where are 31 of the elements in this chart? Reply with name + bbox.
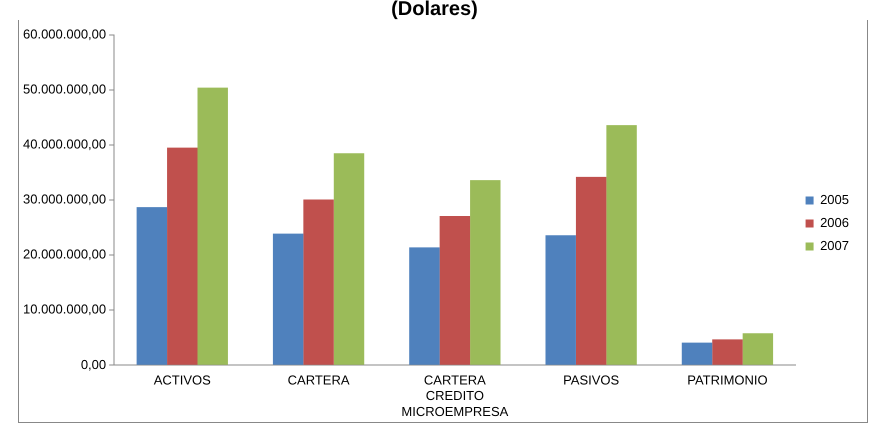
y-tick-label: 30.000.000,00	[22, 192, 106, 207]
chart-title: (Dolares)	[0, 0, 869, 20]
legend-label: 2007	[820, 238, 849, 254]
bar	[545, 235, 576, 365]
y-tick-label: 10.000.000,00	[22, 302, 106, 317]
bar	[576, 176, 606, 365]
bar	[198, 88, 228, 365]
bar	[136, 207, 168, 365]
y-tick-label: 0,00	[80, 356, 106, 372]
y-tick-label: 50.000.000,00	[22, 81, 106, 96]
x-tick-label: CARTERA	[288, 372, 350, 388]
x-tick-label: CARTERA CREDITO MICROEMPRESA	[401, 372, 509, 419]
bar	[682, 342, 712, 365]
bar	[470, 180, 501, 365]
x-tick-label: PASIVOS	[563, 372, 620, 388]
legend-label: 2005	[820, 192, 849, 208]
bar	[742, 333, 774, 365]
bar	[606, 125, 637, 365]
bar	[712, 339, 743, 365]
y-tick-label: 40.000.000,00	[22, 136, 106, 152]
bar	[334, 153, 364, 365]
bar	[167, 148, 198, 365]
y-tick-label: 60.000.000,00	[22, 26, 106, 42]
y-tick-label: 20.000.000,00	[22, 246, 106, 262]
bar	[303, 199, 334, 365]
legend-label: 2006	[820, 215, 849, 230]
bar	[440, 216, 470, 365]
x-tick-label: ACTIVOS	[154, 372, 212, 388]
bar	[409, 247, 440, 365]
bar	[272, 234, 304, 365]
x-tick-label: PATRIMONIO	[687, 372, 768, 388]
